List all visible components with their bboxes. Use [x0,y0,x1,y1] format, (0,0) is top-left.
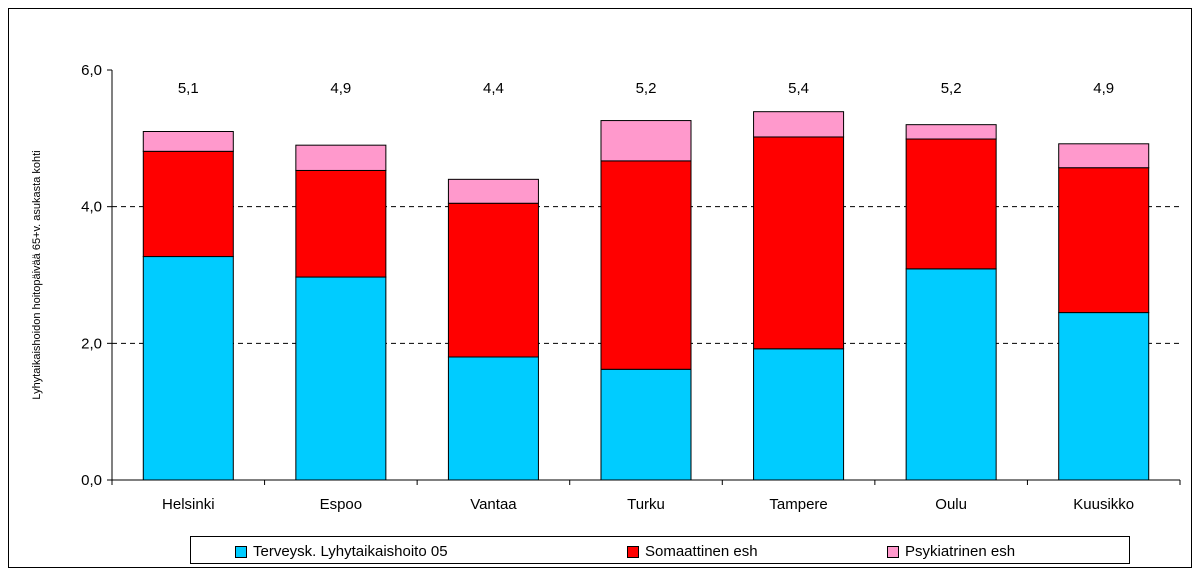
category-labels: Helsinki Espoo Vantaa Turku Tampere Oulu Kuusi… [162,496,1134,513]
legend: Terveysk. Lyhytaikaishoito 05 Somaattine… [190,536,1130,564]
bar-segment-somaattinen [1058,167,1150,314]
legend-label: Psykiatrinen esh [905,543,1016,560]
bar-segment-psykiatrinen [600,120,692,162]
category-label: Espoo [320,496,363,513]
bar-segment-terveysk [600,368,692,481]
legend-label: Terveysk. Lyhytaikaishoito 05 [253,543,448,560]
total-label: 5,2 [941,80,962,97]
y-tick-labels: 0,0 2,0 4,0 6,0 [81,62,102,489]
bar-segment-psykiatrinen [1058,143,1150,169]
y-tick-label: 6,0 [81,62,102,79]
bar-segment-somaattinen [295,169,387,278]
total-label: 5,1 [178,80,199,97]
category-label: Kuusikko [1073,496,1134,513]
total-label: 5,4 [788,80,809,97]
bar-segment-terveysk [1058,312,1150,481]
legend-swatch-cyan [235,545,247,558]
bar-segment-terveysk [295,276,387,481]
bars [142,111,1150,481]
bar-segment-psykiatrinen [142,131,234,152]
total-label: 5,2 [636,80,657,97]
bar-segment-somaattinen [142,150,234,258]
y-tick-label: 4,0 [81,199,102,216]
legend-item-psykiatrinen: Psykiatrinen esh [887,543,1015,560]
bar-segment-terveysk [905,268,997,481]
total-label: 4,9 [330,80,351,97]
bar-segment-terveysk [142,256,234,481]
bar-segment-somaattinen [753,136,845,350]
total-labels: 5,1 4,9 4,4 5,2 5,4 5,2 4,9 [178,80,1114,97]
legend-item-somaattinen: Somaattinen esh [627,543,758,560]
legend-label: Somaattinen esh [645,543,758,560]
bar-segment-psykiatrinen [905,124,997,140]
legend-item-terveysk: Terveysk. Lyhytaikaishoito 05 [235,543,448,560]
bar-segment-psykiatrinen [753,111,845,138]
legend-swatch-pink [887,545,899,558]
total-label: 4,9 [1093,80,1114,97]
category-label: Helsinki [162,496,215,513]
bar-segment-psykiatrinen [447,178,539,204]
y-axis-label: Lyhytaikaishoidon hoitopäivää 65+v. asuk… [31,150,43,399]
bar-segment-psykiatrinen [295,144,387,171]
bar-segment-terveysk [447,356,539,481]
y-tick-label: 0,0 [81,472,102,489]
category-label: Vantaa [470,496,517,513]
category-label: Oulu [935,496,967,513]
total-label: 4,4 [483,80,504,97]
category-label: Tampere [769,496,827,513]
legend-swatch-red [627,545,639,558]
bar-segment-somaattinen [600,160,692,370]
bar-segment-somaattinen [905,138,997,270]
bar-segment-somaattinen [447,202,539,358]
category-label: Turku [627,496,665,513]
y-tick-label: 2,0 [81,335,102,352]
bar-segment-terveysk [753,348,845,481]
